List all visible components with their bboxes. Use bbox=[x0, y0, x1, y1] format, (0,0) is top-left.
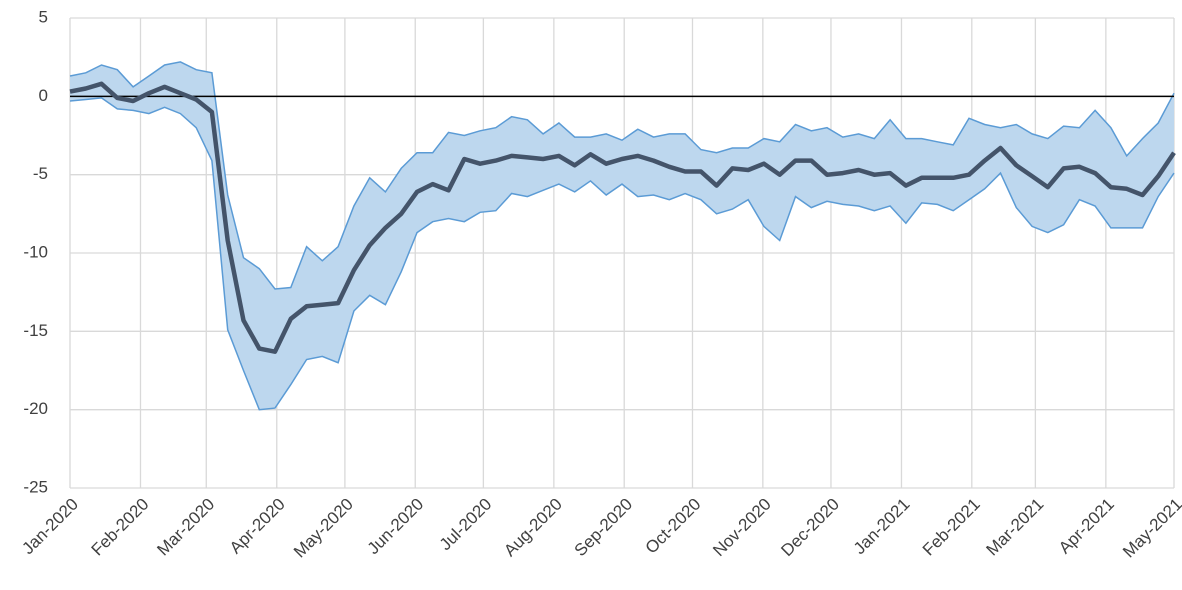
x-tick-label: May-2021 bbox=[1119, 495, 1182, 562]
band-upper-edge bbox=[69, 61, 1175, 290]
x-tick-label: Mar-2020 bbox=[153, 495, 218, 560]
x-tick-label: Jan-2020 bbox=[18, 495, 82, 559]
y-tick-label: 0 bbox=[39, 86, 48, 105]
x-tick-label: May-2020 bbox=[290, 495, 357, 562]
x-tick-label: Oct-2020 bbox=[642, 495, 705, 558]
x-tick-label: Feb-2021 bbox=[919, 495, 984, 560]
band-area bbox=[70, 61, 1174, 410]
y-tick-label: 5 bbox=[39, 7, 48, 26]
x-tick-label: Mar-2021 bbox=[982, 495, 1047, 560]
x-tick-label: Jun-2020 bbox=[364, 495, 428, 559]
y-tick-label: -5 bbox=[33, 164, 48, 183]
x-tick-label: Apr-2021 bbox=[1055, 495, 1118, 558]
x-tick-label: Dec-2020 bbox=[777, 495, 843, 561]
x-tick-label: Feb-2020 bbox=[88, 495, 153, 560]
x-tick-label: Apr-2020 bbox=[226, 495, 289, 558]
x-tick-label: Nov-2020 bbox=[709, 495, 775, 561]
x-tick-label: Jan-2021 bbox=[850, 495, 914, 559]
band-lower-edge bbox=[69, 97, 1175, 411]
x-tick-label: Aug-2020 bbox=[500, 495, 566, 561]
center-line bbox=[69, 81, 1176, 354]
x-tick-label: Jul-2020 bbox=[436, 495, 496, 555]
x-tick-label: Sep-2020 bbox=[571, 495, 637, 561]
y-tick-label: -15 bbox=[23, 321, 48, 340]
y-tick-label: -20 bbox=[23, 399, 48, 418]
y-tick-label: -10 bbox=[23, 242, 48, 261]
y-tick-label: -25 bbox=[23, 477, 48, 496]
